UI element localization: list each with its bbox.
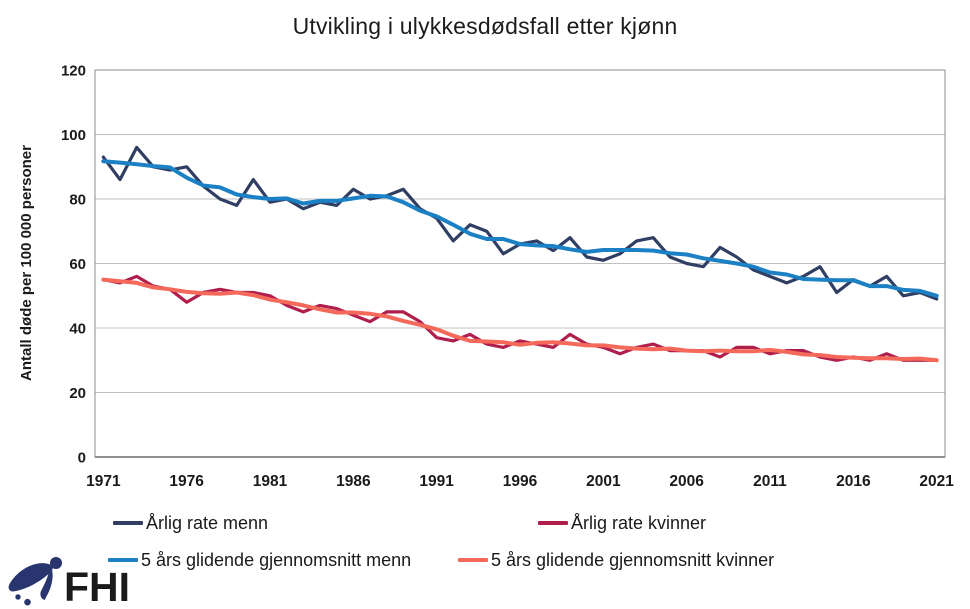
plot-border-rect (94, 69, 946, 458)
legend-label: 5 års glidende gjennomsnitt menn (141, 550, 412, 570)
x-tick-label-1981: 1981 (253, 473, 288, 490)
gridlines (95, 69, 945, 458)
y-tick-label-0: 0 (78, 450, 86, 467)
x-tick-label-2011: 2011 (753, 473, 787, 490)
fhi-logo-text: FHI (64, 564, 130, 608)
y-tick-label-120: 120 (61, 63, 86, 80)
series-line-0 (101, 145, 939, 301)
series-line-1 (101, 274, 939, 362)
x-tick-label-2016: 2016 (836, 473, 871, 490)
legend-item-0: Årlig rate menn (113, 512, 268, 534)
y-tick-label-60: 60 (69, 256, 86, 273)
x-tick-label-1971: 1971 (86, 473, 121, 490)
y-axis-tick-labels: 0 20 40 60 80 100 120 (61, 63, 86, 467)
legend-dash-icon (458, 558, 488, 562)
legend-item-1: Årlig rate kvinner (538, 512, 706, 534)
x-tick-label-1991: 1991 (419, 473, 454, 490)
line-chart: 0 20 40 60 80 100 120 1971 1976 1981 1986 1991 1996… (18, 63, 954, 491)
series-line-2 (101, 159, 939, 298)
x-axis-tick-labels: 1971 1976 1981 1986 1991 1996 2001 2006 2011 2016… (86, 473, 954, 490)
legend-label: 5 års glidende gjennomsnitt kvinner (491, 550, 775, 570)
x-tick-label-1996: 1996 (503, 473, 538, 490)
y-tick-label-80: 80 (69, 192, 86, 209)
x-tick-label-2001: 2001 (586, 473, 621, 490)
legend-item-3: 5 års glidende gjennomsnitt kvinner (458, 549, 774, 571)
y-tick-label-100: 100 (61, 127, 86, 144)
legend-dash-icon (538, 521, 568, 525)
y-tick-label-40: 40 (69, 321, 86, 338)
y-axis-title: Antall døde per 100 000 personer (18, 145, 35, 381)
plot-border (94, 69, 946, 458)
chart-title: Utvikling i ulykkesdødsfall etter kjønn (292, 13, 678, 39)
y-tick-label-20: 20 (69, 385, 86, 402)
legend-item-2: 5 års glidende gjennomsnitt menn (108, 549, 411, 571)
series-lines (101, 145, 939, 363)
x-tick-label-2006: 2006 (669, 473, 704, 490)
x-tick-label-1976: 1976 (169, 473, 204, 490)
fhi-logo: FHI (6, 554, 136, 609)
legend-dash-icon (108, 558, 138, 562)
fhi-swoosh-figure-icon (8, 557, 62, 606)
x-tick-label-1986: 1986 (336, 473, 371, 490)
legend-label: Årlig rate kvinner (571, 513, 707, 533)
x-tick-label-2021: 2021 (919, 473, 954, 490)
legend-dash-icon (113, 521, 143, 525)
fhi-logo-graphic: FHI (8, 557, 130, 609)
series-line-3 (101, 277, 939, 363)
legend-label: Årlig rate menn (146, 513, 269, 533)
